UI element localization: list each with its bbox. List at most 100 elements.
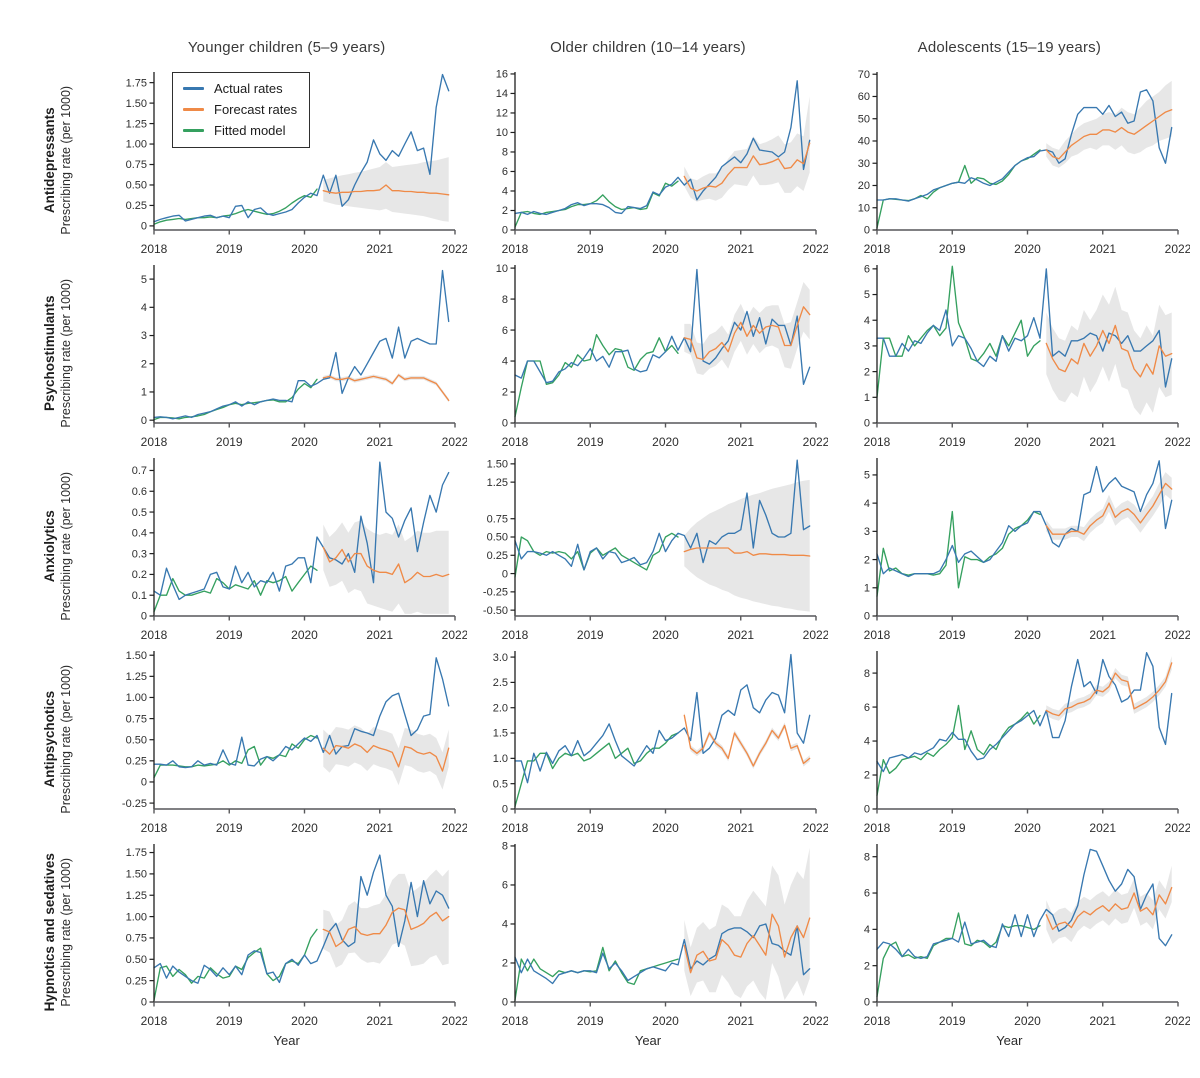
chart-panel-r3c2: 0 2 4 6 8 2018 2019 2020 2021 2022 bbox=[829, 643, 1191, 836]
svg-text:2021: 2021 bbox=[366, 821, 393, 835]
forecast-rates-line bbox=[1045, 886, 1173, 931]
chart-svg: 0 2 4 6 8 2018 2019 2020 2021 2022 bbox=[863, 844, 1191, 1028]
svg-text:2021: 2021 bbox=[728, 242, 755, 256]
svg-text:2020: 2020 bbox=[1014, 242, 1041, 256]
chart-svg: 0 1 2 3 4 5 2018 2019 2020 2021 2022 bbox=[141, 265, 469, 449]
svg-text:2019: 2019 bbox=[577, 628, 604, 642]
chart-svg: 0 2 4 6 8 10 2018 2019 2020 2021 2022 bbox=[496, 263, 830, 449]
svg-text:1.00: 1.00 bbox=[126, 139, 147, 151]
svg-text:1.0: 1.0 bbox=[493, 753, 508, 765]
legend-item: Fitted model bbox=[183, 120, 297, 141]
svg-text:2020: 2020 bbox=[1014, 435, 1041, 449]
svg-text:2022: 2022 bbox=[442, 628, 467, 642]
svg-text:2019: 2019 bbox=[577, 821, 604, 835]
svg-text:8: 8 bbox=[502, 294, 508, 306]
svg-text:2020: 2020 bbox=[291, 435, 318, 449]
forecast-confidence-band bbox=[1045, 865, 1172, 944]
svg-text:2020: 2020 bbox=[1014, 628, 1041, 642]
axes: 0 2 4 6 8 10 2018 2019 2020 2021 2022 bbox=[496, 263, 830, 449]
svg-text:2: 2 bbox=[864, 960, 870, 972]
svg-text:5: 5 bbox=[864, 289, 870, 301]
svg-text:2021: 2021 bbox=[366, 1014, 393, 1028]
svg-text:2021: 2021 bbox=[1089, 242, 1116, 256]
svg-text:1.75: 1.75 bbox=[126, 847, 147, 859]
drug-class-label: Antipsychotics bbox=[41, 691, 57, 788]
actual-rates-line bbox=[153, 854, 450, 984]
svg-text:1.25: 1.25 bbox=[126, 890, 147, 902]
axes: 0 2 4 6 8 2018 2019 2020 2021 2022 bbox=[863, 844, 1191, 1028]
svg-text:2019: 2019 bbox=[577, 435, 604, 449]
svg-text:2.0: 2.0 bbox=[493, 702, 508, 714]
forecast-confidence-band bbox=[1045, 472, 1172, 542]
y-axis-label: Prescribing rate (per 1000) bbox=[58, 472, 73, 621]
actual-rates-line bbox=[153, 73, 450, 223]
svg-text:2022: 2022 bbox=[803, 1014, 828, 1028]
svg-text:2021: 2021 bbox=[1089, 821, 1116, 835]
chart-panel-r4c0: 0 0.25 0.50 0.75 1.00 1.25 1.50 1.75 2018 2019 202… bbox=[106, 836, 469, 1029]
svg-text:0.3: 0.3 bbox=[132, 548, 147, 560]
svg-text:0: 0 bbox=[141, 415, 147, 427]
actual-rates-line bbox=[875, 89, 1173, 202]
chart-svg: 0 1 2 3 4 5 6 2018 2019 2020 2021 2022 bbox=[863, 264, 1191, 449]
svg-text:1.75: 1.75 bbox=[126, 77, 147, 89]
chart-panel-r0c1: 0 2 4 6 8 10 12 14 16 2018 2019 2020 2021 2022 bbox=[467, 64, 830, 257]
chart-panel-r0c0: 0 0.25 0.50 0.75 1.00 1.25 1.50 1.75 2018 2019 202… bbox=[106, 64, 469, 257]
svg-text:70: 70 bbox=[857, 69, 869, 81]
svg-text:10: 10 bbox=[857, 202, 869, 214]
chart-row-1: Psychostimulants Prescribing rate (per 10… bbox=[10, 257, 1192, 450]
chart-row-3: Antipsychotics Prescribing rate (per 1000… bbox=[10, 643, 1192, 836]
svg-text:2021: 2021 bbox=[366, 435, 393, 449]
svg-text:2020: 2020 bbox=[1014, 821, 1041, 835]
svg-text:50: 50 bbox=[857, 113, 869, 125]
svg-text:2018: 2018 bbox=[502, 242, 529, 256]
actual-rates-line bbox=[153, 461, 450, 601]
svg-text:6: 6 bbox=[864, 888, 870, 900]
svg-text:12: 12 bbox=[496, 108, 508, 120]
svg-text:0: 0 bbox=[864, 225, 870, 237]
drug-class-label: Antidepressants bbox=[41, 107, 57, 214]
fitted-model-line bbox=[875, 265, 1041, 398]
svg-text:0.25: 0.25 bbox=[126, 756, 147, 768]
svg-text:1.50: 1.50 bbox=[487, 459, 508, 471]
drug-class-label: Anxiolytics bbox=[41, 510, 57, 583]
legend-label: Actual rates bbox=[214, 81, 283, 96]
svg-text:2019: 2019 bbox=[939, 435, 966, 449]
svg-text:0.7: 0.7 bbox=[132, 465, 147, 477]
actual-rates-line bbox=[875, 268, 1173, 388]
forecast-confidence-band bbox=[684, 96, 811, 202]
chart-panel-r3c0: 1.50 1.25 1.00 0.75 0.50 0.25 0 -0.25 2018 2019 20… bbox=[106, 643, 469, 836]
svg-text:2022: 2022 bbox=[442, 435, 467, 449]
actual-rates-line bbox=[153, 269, 450, 420]
svg-text:-0.25: -0.25 bbox=[483, 587, 508, 599]
forecast-confidence-band bbox=[323, 157, 449, 222]
svg-text:2: 2 bbox=[502, 387, 508, 399]
row-label: Hypnotics and sedatives Prescribing rate … bbox=[10, 836, 106, 1029]
fitted-model-line bbox=[153, 928, 318, 1001]
svg-text:1.50: 1.50 bbox=[126, 650, 147, 662]
svg-text:2018: 2018 bbox=[141, 821, 168, 835]
svg-text:6: 6 bbox=[864, 702, 870, 714]
row-label: Psychostimulants Prescribing rate (per 10… bbox=[10, 257, 106, 450]
svg-text:4: 4 bbox=[864, 498, 870, 510]
panels-grid: Antidepressants Prescribing rate (per 100… bbox=[10, 64, 1192, 1029]
chart-panel-r0c2: 0 10 20 30 40 50 60 70 2018 2019 2020 2021 2022 bbox=[829, 64, 1191, 257]
fitted-model-line bbox=[875, 704, 1041, 797]
svg-text:2.5: 2.5 bbox=[493, 677, 508, 689]
svg-text:3: 3 bbox=[141, 330, 147, 342]
actual-rates-line bbox=[514, 459, 811, 571]
svg-text:4: 4 bbox=[502, 186, 508, 198]
fitted-model-line bbox=[875, 912, 1041, 998]
actual-rates-line bbox=[875, 848, 1173, 960]
svg-text:10: 10 bbox=[496, 127, 508, 139]
svg-text:2021: 2021 bbox=[1089, 1014, 1116, 1028]
svg-text:2018: 2018 bbox=[863, 628, 890, 642]
axes: 1.50 1.25 1.00 0.75 0.50 0.25 0 -0.25 2018 2019 20… bbox=[122, 650, 469, 835]
chart-panel-r2c0: 0 0.1 0.2 0.3 0.4 0.5 0.6 0.7 2018 2019 2020 2021 20… bbox=[106, 450, 469, 643]
forecast-rates-line bbox=[1045, 482, 1173, 535]
svg-text:16: 16 bbox=[496, 69, 508, 81]
svg-text:2018: 2018 bbox=[141, 1014, 168, 1028]
svg-text:2019: 2019 bbox=[216, 242, 243, 256]
legend-swatch-icon bbox=[183, 108, 204, 111]
svg-text:0.25: 0.25 bbox=[126, 975, 147, 987]
svg-text:1: 1 bbox=[141, 387, 147, 399]
